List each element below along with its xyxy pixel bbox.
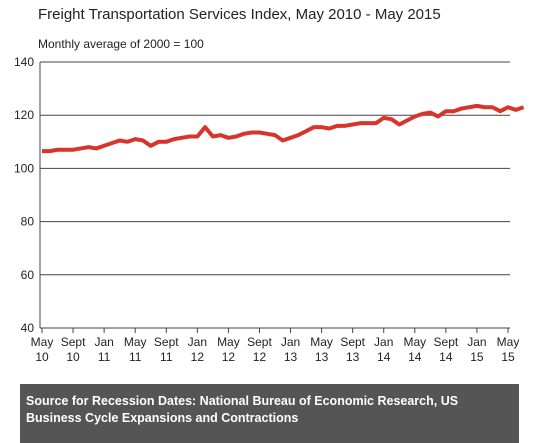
x-tick-label: Jan 14 xyxy=(374,335,393,364)
y-tick-label: 60 xyxy=(21,268,35,282)
chart-title: Freight Transportation Services Index, M… xyxy=(38,6,441,23)
source-note: Source for Recession Dates: National Bur… xyxy=(20,384,519,443)
y-tick-label: 40 xyxy=(21,321,35,335)
y-tick-label: 100 xyxy=(14,161,34,175)
x-tick-label: Sept 13 xyxy=(340,335,365,364)
x-tick-label: May 15 xyxy=(497,335,520,364)
x-tick-label: Jan 15 xyxy=(467,335,486,364)
x-tick-label: Sept 14 xyxy=(434,335,459,364)
chart: Freight Transportation Services Index, M… xyxy=(14,6,525,364)
x-tick-label: May 11 xyxy=(124,335,147,364)
y-tick-label: 80 xyxy=(21,215,35,229)
x-tick-label: Sept 11 xyxy=(154,335,179,364)
data-line xyxy=(42,103,525,154)
x-tick-label: Jan 13 xyxy=(281,335,300,364)
y-tick-label: 140 xyxy=(14,55,34,69)
x-tick-label: May 13 xyxy=(310,335,333,364)
x-tick-label: May 10 xyxy=(31,335,54,364)
x-tick-label: May 12 xyxy=(217,335,240,364)
y-tick-label: 120 xyxy=(14,108,34,122)
x-tick-label: Jan 11 xyxy=(94,335,113,364)
chart-subtitle: Monthly average of 2000 = 100 xyxy=(38,37,204,51)
x-tick-label: Jan 12 xyxy=(188,335,207,364)
x-tick-label: May 14 xyxy=(403,335,426,364)
x-tick-label: Sept 12 xyxy=(247,335,272,364)
x-tick-label: Sept 10 xyxy=(61,335,86,364)
